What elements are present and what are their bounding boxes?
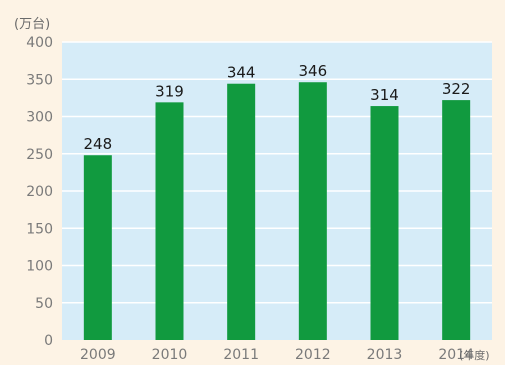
value-label: 344 (227, 64, 256, 82)
y-tick-label: 200 (26, 184, 53, 200)
bar (370, 106, 399, 340)
x-axis-unit-label: (年度) (459, 349, 490, 362)
x-tick-label: 2009 (80, 347, 116, 363)
bar (298, 82, 327, 340)
value-label: 314 (370, 86, 399, 104)
y-tick-label: 250 (26, 147, 53, 163)
y-tick-label: 150 (26, 221, 53, 237)
bar (442, 100, 471, 340)
y-tick-label: 100 (26, 259, 53, 275)
bar (155, 102, 184, 340)
y-tick-label: 350 (26, 72, 53, 88)
x-tick-label: 2011 (223, 347, 259, 363)
y-tick-label: 50 (35, 296, 53, 312)
y-tick-label: 300 (26, 110, 53, 126)
y-tick-label: 0 (44, 333, 53, 349)
x-tick-label: 2012 (295, 347, 331, 363)
bar (83, 155, 112, 340)
value-label: 319 (155, 82, 184, 100)
value-label: 322 (442, 80, 471, 98)
x-tick-label: 2010 (152, 347, 188, 363)
x-tick-label: 2014 (438, 347, 474, 363)
y-tick-label: 400 (26, 35, 53, 51)
value-label: 346 (299, 62, 328, 80)
bar (227, 83, 256, 340)
value-label: 248 (84, 135, 113, 153)
y-axis-unit-label: (万台) (14, 17, 51, 32)
x-tick-label: 2013 (367, 347, 403, 363)
